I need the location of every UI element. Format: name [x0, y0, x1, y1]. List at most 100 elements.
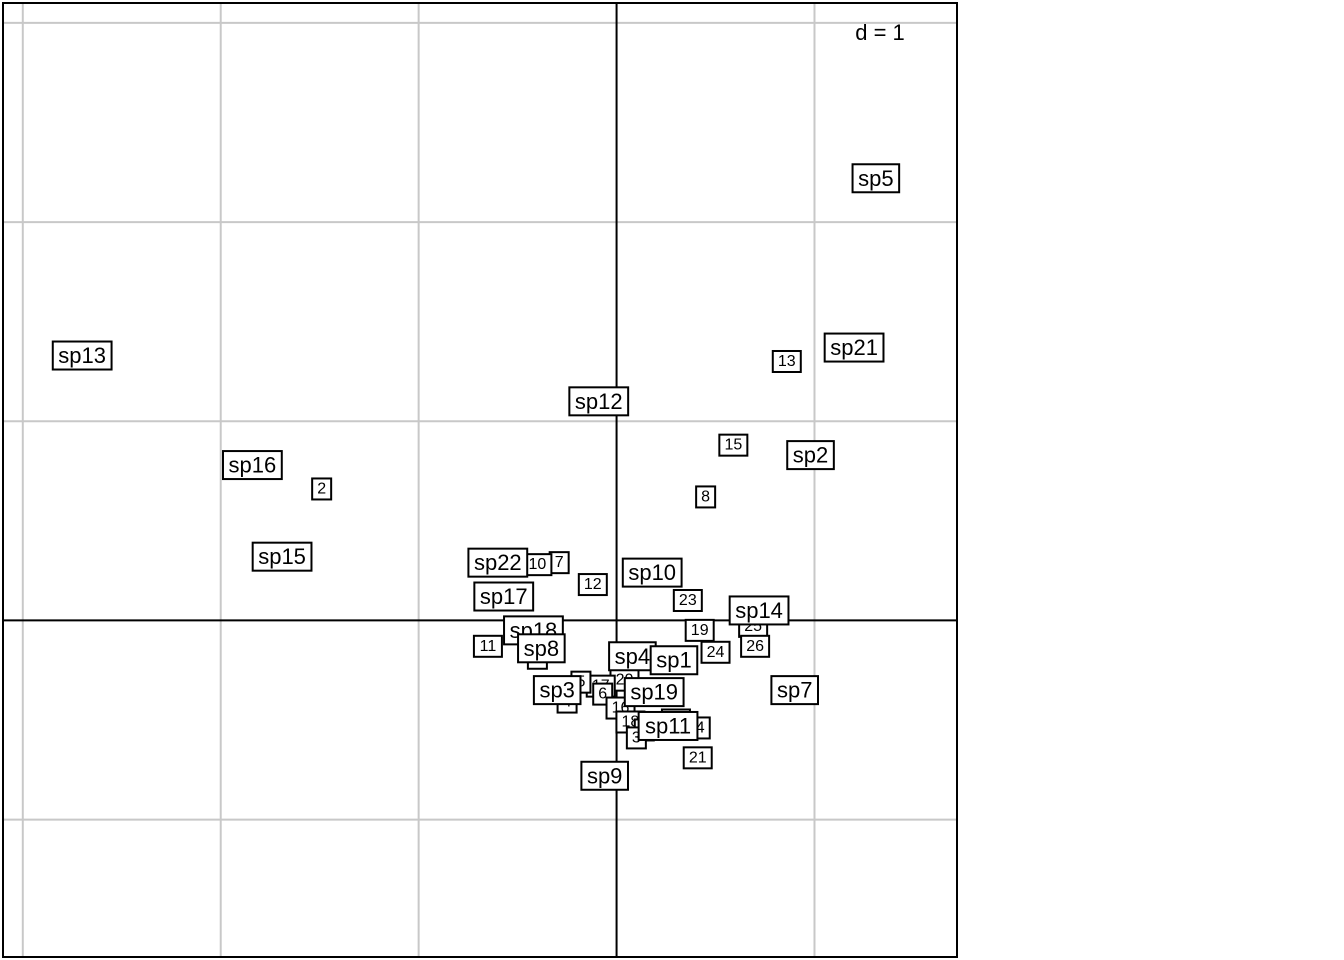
- site-label-text: 11: [480, 638, 497, 655]
- species-label-box: [823, 332, 885, 363]
- site-label-box: [682, 746, 713, 770]
- site-label-text: 19: [691, 622, 709, 639]
- species-label-box: [568, 386, 630, 417]
- species-label: sp21: [823, 332, 885, 363]
- species-label: sp16: [221, 450, 283, 481]
- species-label: sp4: [608, 641, 657, 672]
- scale-legend: d = 1: [855, 20, 905, 45]
- species-label: sp17: [473, 581, 535, 612]
- zero-axes: [3, 3, 957, 957]
- site-label-box: [771, 349, 802, 373]
- site-label: 26: [740, 634, 771, 658]
- site-labels: 2131587101223192526241192017564161813142…: [311, 349, 802, 770]
- site-label-box: [684, 618, 715, 642]
- site-label: 8: [695, 485, 717, 509]
- site-label: 2: [311, 477, 333, 501]
- species-label-text: sp17: [480, 584, 528, 609]
- species-label-text: sp19: [630, 680, 678, 705]
- species-label-box: [621, 557, 683, 588]
- grid: [3, 3, 957, 957]
- species-label: sp19: [623, 677, 685, 708]
- site-label: 19: [684, 618, 715, 642]
- species-label: sp7: [770, 675, 820, 706]
- species-label-text: sp8: [524, 636, 559, 661]
- site-label: 7: [548, 551, 570, 575]
- site-label-box: [700, 640, 731, 664]
- site-label: 24: [700, 640, 731, 664]
- site-label-text: 12: [584, 576, 602, 593]
- site-label-text: 23: [679, 592, 697, 609]
- species-label: sp9: [580, 760, 629, 791]
- site-label-box: [577, 573, 608, 597]
- site-label-box: [695, 485, 717, 509]
- species-label: sp3: [532, 675, 582, 706]
- species-label: sp12: [568, 386, 630, 417]
- site-label-box: [672, 588, 703, 612]
- site-label-text: 21: [689, 749, 707, 766]
- species-label-text: sp4: [615, 644, 650, 669]
- site-label-box: [740, 634, 771, 658]
- site-label-text: 24: [707, 644, 725, 661]
- species-label: sp1: [649, 645, 699, 676]
- scale-label: d = 1: [855, 20, 905, 45]
- species-label-box: [517, 633, 566, 664]
- species-label: sp15: [251, 541, 313, 572]
- site-label: 15: [718, 433, 749, 457]
- species-label-box: [473, 581, 535, 612]
- species-label: sp8: [517, 633, 566, 664]
- species-label-box: [532, 675, 582, 706]
- species-label-text: sp21: [830, 335, 878, 360]
- species-label-text: sp9: [587, 763, 622, 788]
- site-label: 12: [577, 573, 608, 597]
- species-label-box: [221, 450, 283, 481]
- species-label-box: [608, 641, 657, 672]
- site-label-text: 3: [632, 729, 641, 746]
- site-label-text: 8: [701, 488, 710, 505]
- species-label-box: [637, 710, 699, 741]
- site-label-text: 15: [724, 437, 742, 454]
- species-label-box: [580, 760, 629, 791]
- species-label-box: [251, 541, 313, 572]
- species-label-box: [467, 547, 529, 578]
- species-label: sp5: [851, 163, 901, 194]
- species-label-text: sp10: [628, 560, 676, 585]
- species-label-box: [649, 645, 699, 676]
- site-label-box: [718, 433, 749, 457]
- site-label-text: 26: [746, 638, 764, 655]
- site-label: 11: [472, 634, 503, 658]
- species-label-text: sp11: [645, 713, 691, 738]
- species-label-text: sp13: [58, 343, 106, 368]
- species-label-box: [786, 440, 835, 471]
- species-label-text: sp15: [258, 544, 306, 569]
- site-label: 13: [771, 349, 802, 373]
- species-label-text: sp5: [858, 166, 893, 191]
- species-label-box: [770, 675, 820, 706]
- species-label: sp2: [786, 440, 835, 471]
- species-label-box: [851, 163, 901, 194]
- species-label-text: sp22: [474, 550, 522, 575]
- site-label: 23: [672, 588, 703, 612]
- species-label: sp13: [51, 340, 113, 371]
- species-label: sp11: [637, 710, 699, 741]
- species-label-text: sp14: [735, 598, 783, 623]
- species-label-text: sp16: [229, 453, 277, 478]
- species-label-box: [51, 340, 113, 371]
- site-label-text: 13: [778, 353, 796, 370]
- site-label: 10: [522, 553, 553, 577]
- species-label-box: [728, 595, 790, 626]
- species-label: sp22: [467, 547, 529, 578]
- species-labels: sp13sp16sp15sp12sp5sp21sp2sp22sp17sp10sp…: [51, 163, 901, 791]
- species-label-box: [623, 677, 685, 708]
- species-label-text: sp12: [575, 389, 623, 414]
- species-label: sp10: [621, 557, 683, 588]
- species-label-text: sp7: [777, 678, 812, 703]
- species-label-text: sp1: [656, 648, 691, 673]
- species-label-text: sp3: [539, 678, 574, 703]
- site-label: 21: [682, 746, 713, 770]
- site-label-box: [472, 634, 503, 658]
- site-label-text: 10: [528, 556, 546, 573]
- species-label-text: sp2: [793, 443, 828, 468]
- plot-frame: [2, 2, 958, 958]
- site-label-text: 6: [598, 686, 607, 703]
